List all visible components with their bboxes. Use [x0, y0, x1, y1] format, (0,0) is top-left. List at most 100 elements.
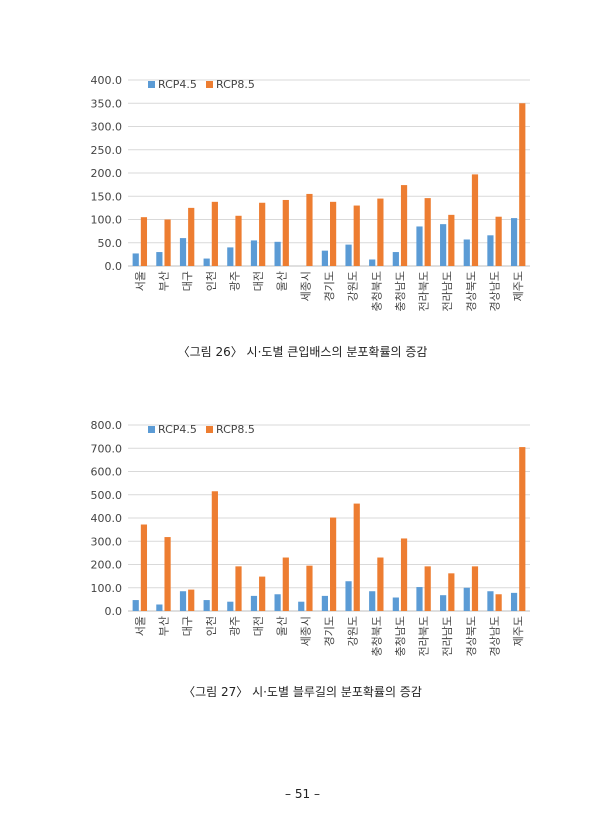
y-tick-label: 250.0 [91, 144, 123, 157]
legend-swatch-rcp45 [148, 426, 155, 433]
chart-bluegill: 0.0 100.0 200.0 300.0 400.0 500.0 600.0 700.0 80… [0, 415, 605, 675]
x-tick-label: 충청북도 [370, 616, 383, 656]
bar-rcp85 [400, 185, 408, 266]
bar-rcp45 [156, 604, 163, 611]
x-tick-label: 대구 [181, 271, 194, 291]
bar-rcp85 [164, 219, 171, 266]
bar-rcp45 [250, 595, 258, 611]
y-tick-label: 350.0 [91, 97, 123, 110]
x-tick-label: 대구 [181, 616, 194, 636]
x-tick-label: 광주 [228, 616, 241, 636]
x-tick-label: 서울 [134, 616, 147, 636]
bar-rcp85 [235, 215, 242, 266]
x-tick-label: 인천 [204, 616, 218, 636]
x-tick-label: 충청남도 [394, 616, 407, 656]
bar-rcp85 [495, 594, 502, 611]
x-tick-label: 광주 [228, 271, 241, 291]
chart-big-mouth-bass: 0.0 50.0 100.0 150.0 200.0 250.0 300.0 350.0 400… [0, 70, 605, 330]
bar-rcp85 [448, 214, 455, 266]
bar-rcp45 [369, 259, 376, 266]
y-tick-label: 0.0 [105, 260, 123, 273]
bar-rcp45 [132, 253, 139, 266]
bar-rcp85 [306, 565, 313, 611]
x-tick-label: 제주도 [512, 616, 525, 646]
x-tick-label: 전라북도 [418, 271, 431, 311]
x-tick-label: 울산 [276, 271, 289, 291]
bar-rcp45 [392, 252, 399, 266]
bar-rcp45 [392, 597, 399, 611]
x-tick-label: 경상남도 [489, 616, 502, 656]
x-tick-label: 인천 [204, 271, 218, 291]
bar-rcp85 [519, 447, 526, 611]
legend-swatch-rcp45 [148, 81, 155, 88]
bar-rcp85 [188, 589, 195, 611]
bar-rcp85 [330, 201, 337, 266]
bar-rcp45 [179, 238, 187, 266]
y-tick-label: 200.0 [91, 167, 123, 180]
bar-rcp45 [440, 595, 447, 611]
bar-rcp45 [274, 241, 281, 266]
bar-rcp85 [140, 217, 148, 266]
bar-rcp85 [259, 576, 266, 611]
bar-rcp85 [519, 103, 526, 266]
bar-rcp85 [140, 524, 148, 611]
figure-27-caption: 〈그림 27〉 시·도별 블루길의 분포확률의 증감 [183, 685, 422, 699]
x-tick-label: 강원도 [347, 271, 360, 301]
bar-rcp85 [306, 193, 313, 266]
x-tick-label: 경기도 [323, 271, 336, 301]
y-tick-label: 800.0 [91, 419, 123, 432]
bar-rcp45 [463, 587, 470, 611]
y-tick-label: 700.0 [91, 442, 123, 455]
x-tick-label: 전라남도 [441, 271, 454, 311]
x-tick-label: 경상남도 [489, 271, 502, 311]
x-tick-label: 전라북도 [418, 616, 431, 656]
bar-rcp45 [298, 601, 305, 611]
y-tick-label: 400.0 [91, 512, 123, 525]
y-tick-label: 100.0 [91, 582, 123, 595]
y-tick-label: 300.0 [91, 121, 123, 134]
bar-rcp45 [345, 244, 352, 266]
y-tick-label: 300.0 [91, 535, 123, 548]
bar-rcp45 [132, 600, 139, 611]
x-tick-label: 제주도 [512, 271, 525, 301]
y-tick-label: 0.0 [105, 605, 123, 618]
legend-label-rcp85: RCP8.5 [216, 78, 255, 91]
bar-rcp45 [510, 218, 518, 266]
bar-rcp85 [400, 538, 408, 611]
y-tick-label: 200.0 [91, 559, 123, 572]
bar-rcp45 [274, 594, 281, 611]
y-tick-label: 400.0 [91, 74, 123, 87]
bar-rcp85 [164, 537, 171, 611]
bar-rcp85 [211, 201, 218, 266]
x-tick-label: 세종시 [299, 616, 312, 646]
y-tick-label: 100.0 [91, 214, 123, 227]
x-tick-label: 대전 [252, 271, 265, 291]
x-tick-label: 세종시 [299, 271, 312, 301]
bar-rcp85 [282, 557, 289, 611]
bar-rcp85 [235, 566, 242, 611]
bar-rcp85 [471, 566, 479, 611]
legend-label-rcp45: RCP4.5 [158, 78, 197, 91]
bar-rcp85 [377, 198, 384, 266]
y-tick-label: 50.0 [98, 237, 123, 250]
bar-rcp45 [463, 239, 470, 266]
bar-rcp85 [259, 202, 266, 266]
bar-rcp85 [424, 566, 431, 611]
bar-rcp85 [188, 207, 195, 266]
x-tick-label: 부산 [157, 271, 170, 291]
bar-rcp85 [424, 198, 431, 266]
bar-rcp45 [156, 252, 163, 266]
y-tick-label: 600.0 [91, 466, 123, 479]
bar-rcp45 [416, 226, 423, 266]
bar-rcp45 [203, 600, 210, 611]
legend-swatch-rcp85 [206, 426, 213, 433]
bar-rcp85 [353, 503, 360, 611]
x-tick-label: 대전 [252, 616, 265, 636]
x-tick-label: 전라남도 [441, 616, 454, 656]
x-tick-label: 경상북도 [465, 271, 478, 311]
bar-rcp85 [282, 199, 289, 266]
bar-rcp45 [321, 595, 328, 611]
bar-rcp45 [440, 224, 447, 266]
bar-rcp85 [353, 205, 360, 266]
legend-label-rcp45: RCP4.5 [158, 423, 197, 436]
